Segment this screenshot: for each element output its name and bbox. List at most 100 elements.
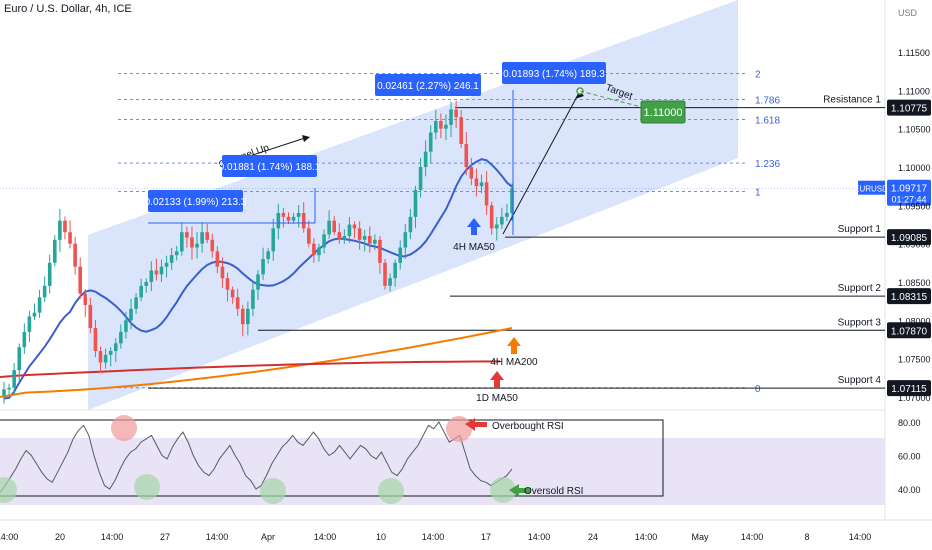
candle-body	[68, 232, 72, 244]
fib-label: 1	[755, 188, 761, 199]
candle-body	[393, 262, 397, 279]
candle-body	[159, 266, 164, 275]
rsi-marker	[0, 477, 17, 503]
candle-body	[240, 308, 245, 325]
time-tick: 17	[481, 532, 491, 542]
candle-body	[403, 232, 408, 248]
rsi-tick: 40.00	[898, 485, 921, 495]
price-tick: 1.07500	[898, 355, 931, 365]
ma50-1d-label: 1D MA50	[476, 393, 518, 404]
candle-body	[119, 331, 123, 344]
level-price: 1.09085	[891, 233, 928, 244]
candle-body	[251, 289, 255, 309]
time-tick: May	[691, 532, 709, 542]
candle-body	[42, 285, 47, 298]
measure-box	[222, 155, 317, 177]
currency-label: USD	[898, 8, 918, 18]
candle-body	[373, 239, 377, 244]
candle-body	[195, 243, 199, 248]
price-tick: 1.11500	[898, 48, 930, 58]
candle-body	[180, 232, 184, 252]
candle-body	[32, 312, 37, 317]
price-tick: 1.08000	[898, 316, 931, 326]
level-price: 1.08315	[891, 292, 928, 303]
candle-body	[367, 236, 372, 244]
ma200-4h-label: 4H MA200	[490, 357, 538, 368]
candle-body	[22, 331, 27, 348]
candle-body	[434, 121, 438, 133]
candle-body	[129, 308, 133, 321]
measure-box	[148, 190, 243, 212]
ma50-4h-label: 4H MA50	[453, 242, 495, 253]
candle-body	[149, 270, 154, 282]
rsi-band	[0, 438, 885, 505]
rsi-marker	[378, 478, 404, 504]
candle-body	[489, 205, 494, 229]
time-tick: 14:00	[849, 532, 872, 542]
candle-body	[88, 305, 93, 328]
candle-body	[134, 297, 138, 309]
level-label: Support 1	[838, 224, 882, 235]
level-price: 1.07115	[891, 384, 927, 395]
rsi-zone-box	[0, 419, 664, 497]
candle-body	[347, 224, 352, 236]
candle-body	[164, 262, 169, 267]
candle-body	[296, 213, 301, 217]
ma200-4h-arrow	[507, 337, 521, 354]
candle-body	[93, 328, 98, 351]
time-tick: 27	[160, 532, 170, 542]
time-tick: 14:00	[314, 532, 337, 542]
candle-body	[469, 167, 474, 179]
overbought-label: Overbought RSI	[492, 421, 564, 432]
level-price: 1.07870	[891, 326, 928, 337]
candle-body	[301, 213, 306, 229]
candle-body	[266, 251, 270, 259]
candle-body	[58, 220, 62, 240]
candle-body	[494, 224, 499, 229]
candle-body	[220, 266, 225, 279]
oversold-label: Oversold RSI	[524, 486, 583, 497]
time-tick: 14:00	[422, 532, 445, 542]
time-tick: 14:00	[206, 532, 229, 542]
candle-body	[144, 282, 149, 286]
candle-body	[215, 251, 220, 267]
fib-label: 1.236	[755, 159, 780, 170]
candle-body	[225, 278, 230, 290]
time-tick: Apr	[261, 532, 275, 542]
candle-body	[286, 216, 291, 221]
candle-body	[291, 216, 296, 221]
rsi-tick: 80.00	[898, 418, 921, 428]
fib-label: 1.786	[755, 96, 780, 107]
candle-body	[2, 389, 6, 396]
fib-label: 0	[755, 384, 761, 395]
candle-body	[322, 234, 326, 248]
projection-arrowhead	[575, 91, 584, 99]
price-tick: 1.08500	[898, 278, 931, 288]
measure-text: 0.02461 (2.27%) 246.1	[377, 81, 479, 92]
candle-body	[418, 167, 423, 190]
candle-body	[154, 270, 159, 275]
level-label: Support 3	[838, 317, 882, 328]
candle-body	[124, 320, 128, 332]
candle-body	[479, 182, 484, 187]
level-price-tag	[887, 99, 931, 116]
measure-text: 0.01881 (1.74%) 188.1	[219, 162, 321, 173]
candle-body	[423, 151, 428, 167]
candle-body	[510, 188, 514, 213]
candle-body	[210, 239, 215, 252]
candle-body	[388, 278, 392, 286]
projection-line	[502, 90, 581, 235]
level-price-tag	[887, 322, 931, 339]
oversold-arrow	[509, 484, 531, 497]
candle-body	[47, 262, 52, 286]
candle-body	[352, 224, 357, 229]
candle-body	[53, 239, 57, 263]
candle-body	[312, 243, 316, 256]
candle-body	[169, 255, 174, 263]
candle-body	[276, 213, 281, 229]
candle-body	[108, 351, 113, 355]
time-tick: 14:00	[0, 532, 18, 542]
candle-body	[27, 316, 32, 332]
